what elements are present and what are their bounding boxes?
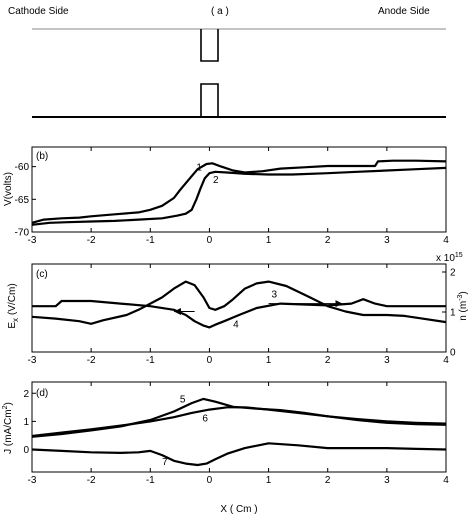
- x-tick-label: -3: [28, 355, 37, 366]
- y2-tick-label: 1: [450, 308, 456, 319]
- y-tick-label: -60: [15, 162, 30, 173]
- current-series: [31, 397, 447, 467]
- potential-annotations: 12: [196, 163, 219, 186]
- series-line-5: [31, 397, 447, 438]
- current-plot-frame: [31, 381, 447, 473]
- density-y-axis-label: n (m-3): [457, 291, 469, 321]
- x-tick-label: -2: [87, 355, 96, 366]
- series-line-2: [31, 166, 447, 226]
- current-y-ticks: 2 1 0: [23, 389, 36, 456]
- field-y-axis-label: Ex(V/Cm): [7, 283, 20, 328]
- upper-probe-shape: [200, 29, 219, 62]
- y-tick-label: 0: [23, 445, 29, 456]
- x-axis-label: X ( Cm ): [220, 504, 257, 515]
- curve-label-6: 6: [202, 413, 208, 424]
- y2-tick-label: 0: [450, 348, 456, 359]
- x-tick-label: -3: [28, 235, 37, 246]
- x-tick-label: 0: [207, 475, 213, 486]
- schematic-panel: Cathode Side ( a ) Anode Side: [8, 6, 446, 118]
- x-tick-label: -3: [28, 475, 37, 486]
- x-tick-label: 3: [384, 355, 390, 366]
- curve-label-1: 1: [196, 163, 202, 174]
- x-tick-label: 0: [207, 355, 213, 366]
- potential-panel-label: (b): [36, 151, 48, 162]
- series-line-4: [31, 280, 447, 325]
- x-tick-label: 4: [443, 355, 449, 366]
- y-tick-label: -70: [15, 228, 30, 239]
- x-tick-label: 1: [266, 235, 272, 246]
- field-density-plot-frame: [31, 263, 447, 353]
- potential-y-ticks: -60 -65 -70: [15, 162, 36, 239]
- x-tick-label: -1: [146, 475, 155, 486]
- current-annotations: 5 6 7: [162, 394, 208, 468]
- schematic-panel-label: ( a ): [211, 6, 229, 17]
- x-tick-label: 3: [384, 475, 390, 486]
- potential-series: [31, 159, 447, 226]
- arrow-head: [335, 300, 343, 308]
- curve-label-4: 4: [233, 319, 239, 330]
- y-tick-label: 1: [23, 417, 29, 428]
- density-multiplier: x 1015: [436, 252, 463, 264]
- potential-panel: (b) V(volts) -60-65-70 -3 -2 -1 0 1 2 3 4 12: [3, 146, 449, 246]
- x-tick-label: 2: [325, 475, 331, 486]
- x-tick-label: 2: [325, 235, 331, 246]
- curve-label-5: 5: [180, 394, 186, 405]
- x-tick-label: 4: [443, 475, 449, 486]
- x-tick-label: 1: [266, 475, 272, 486]
- anode-side-label: Anode Side: [378, 6, 430, 17]
- current-y-axis-label: J (mA/Cm2): [2, 402, 14, 454]
- field-density-x-ticks: -3 -2 -1 0 1 2 3 4: [28, 264, 449, 366]
- field-density-series: [31, 280, 447, 329]
- potential-x-ticks: -3 -2 -1 0 1 2 3 4: [28, 147, 449, 246]
- field-density-panel-label: (c): [36, 269, 48, 280]
- series-line-6: [31, 406, 447, 438]
- x-tick-label: -2: [87, 475, 96, 486]
- current-density-panel: (d) J (mA/Cm2) 2 1 0 -3 -2 -1 0 1 2 3 4 5 6 7: [2, 381, 449, 486]
- current-x-ticks: -3 -2 -1 0 1 2 3 4: [28, 382, 449, 486]
- x-tick-label: -1: [146, 355, 155, 366]
- x-tick-label: 0: [207, 235, 213, 246]
- potential-plot-frame: [31, 146, 447, 233]
- x-tick-label: 4: [443, 235, 449, 246]
- y2-tick-label: 2: [450, 268, 456, 279]
- arrow-head: [173, 308, 181, 316]
- x-tick-label: 3: [384, 235, 390, 246]
- series-line-1: [31, 159, 447, 224]
- x-tick-label: 1: [266, 355, 272, 366]
- potential-y-axis-label: V(volts): [3, 172, 14, 206]
- density-y-ticks: 0 1 2: [442, 268, 456, 359]
- curve-label-2: 2: [213, 175, 219, 186]
- series-line-7: [31, 442, 447, 467]
- curve-label-3: 3: [272, 289, 278, 300]
- cathode-side-label: Cathode Side: [8, 6, 69, 17]
- series-line-3: [32, 298, 446, 329]
- x-tick-label: -1: [146, 235, 155, 246]
- field-density-annotations: 34: [173, 289, 343, 330]
- curve-label-7: 7: [162, 457, 168, 468]
- y-tick-label: 2: [23, 389, 29, 400]
- lower-probe-shape: [200, 83, 219, 117]
- y-tick-label: -65: [15, 195, 30, 206]
- field-density-panel: (c) Ex(V/Cm) n (m-3) x 1015 0 1 2 -3 -2 -1 0 1…: [7, 252, 469, 366]
- x-tick-label: 2: [325, 355, 331, 366]
- x-tick-label: -2: [87, 235, 96, 246]
- current-panel-label: (d): [36, 388, 48, 399]
